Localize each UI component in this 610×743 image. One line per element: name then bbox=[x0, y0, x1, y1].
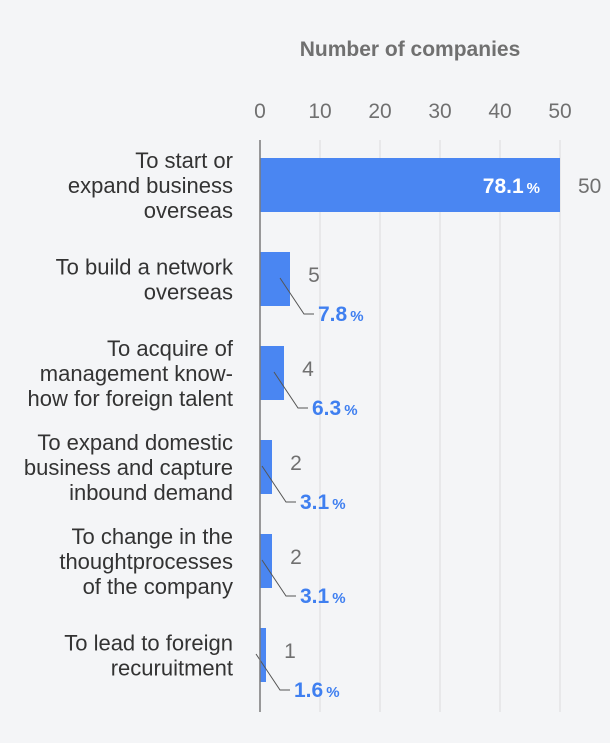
value-label: 5 bbox=[308, 264, 320, 287]
x-tick-label: 50 bbox=[548, 100, 571, 123]
percent-label: 3.1% bbox=[300, 585, 346, 608]
x-tick-label: 0 bbox=[254, 100, 266, 123]
leader-line bbox=[273, 371, 308, 409]
value-label: 50 bbox=[578, 175, 601, 198]
bar bbox=[260, 534, 272, 588]
x-tick-labels: 0 10 20 30 40 50 bbox=[254, 100, 572, 123]
bar bbox=[260, 158, 560, 212]
gridlines bbox=[319, 140, 561, 712]
value-label: 2 bbox=[290, 546, 302, 569]
leader-line bbox=[261, 559, 296, 597]
leader-line bbox=[255, 653, 290, 691]
x-tick-label: 30 bbox=[428, 100, 451, 123]
category-label: To expand domestic business and capture in… bbox=[24, 430, 233, 505]
bar bbox=[260, 346, 284, 400]
category-label: To lead to foreign recuruitment bbox=[64, 631, 233, 681]
category-label: To start or expand business overseas bbox=[68, 148, 233, 223]
percent-label: 78.1% bbox=[483, 175, 540, 198]
value-label: 2 bbox=[290, 452, 302, 475]
percent-label: 7.8% bbox=[318, 303, 364, 326]
x-axis-title: Number of companies bbox=[300, 38, 521, 61]
value-annotations: 50 78.1 % 5 7.8 % 4 6.3 % 2 3.1 % 2 3.1 % 1 1.6% bbox=[255, 175, 601, 702]
bar bbox=[260, 440, 272, 494]
category-labels: To start or expand business overseas To bui… bbox=[24, 148, 234, 681]
percent-label: 1.6% bbox=[294, 679, 340, 702]
value-label: 1 bbox=[284, 640, 296, 663]
bar bbox=[260, 628, 266, 682]
bars bbox=[260, 158, 560, 682]
leader-line bbox=[261, 465, 296, 503]
percent-label: 3.1% bbox=[300, 491, 346, 514]
category-label: To acquire of management know-how for for… bbox=[28, 336, 234, 411]
leader-line bbox=[279, 277, 314, 315]
x-tick-label: 40 bbox=[488, 100, 511, 123]
value-label: 4 bbox=[302, 358, 314, 381]
percent-label: 6.3% bbox=[312, 397, 358, 420]
category-label: To build a network overseas bbox=[56, 255, 234, 305]
x-tick-label: 10 bbox=[308, 100, 331, 123]
category-label: To change in the thoughtprocesses of the c… bbox=[59, 524, 233, 599]
x-tick-label: 20 bbox=[368, 100, 391, 123]
bar bbox=[260, 252, 290, 306]
